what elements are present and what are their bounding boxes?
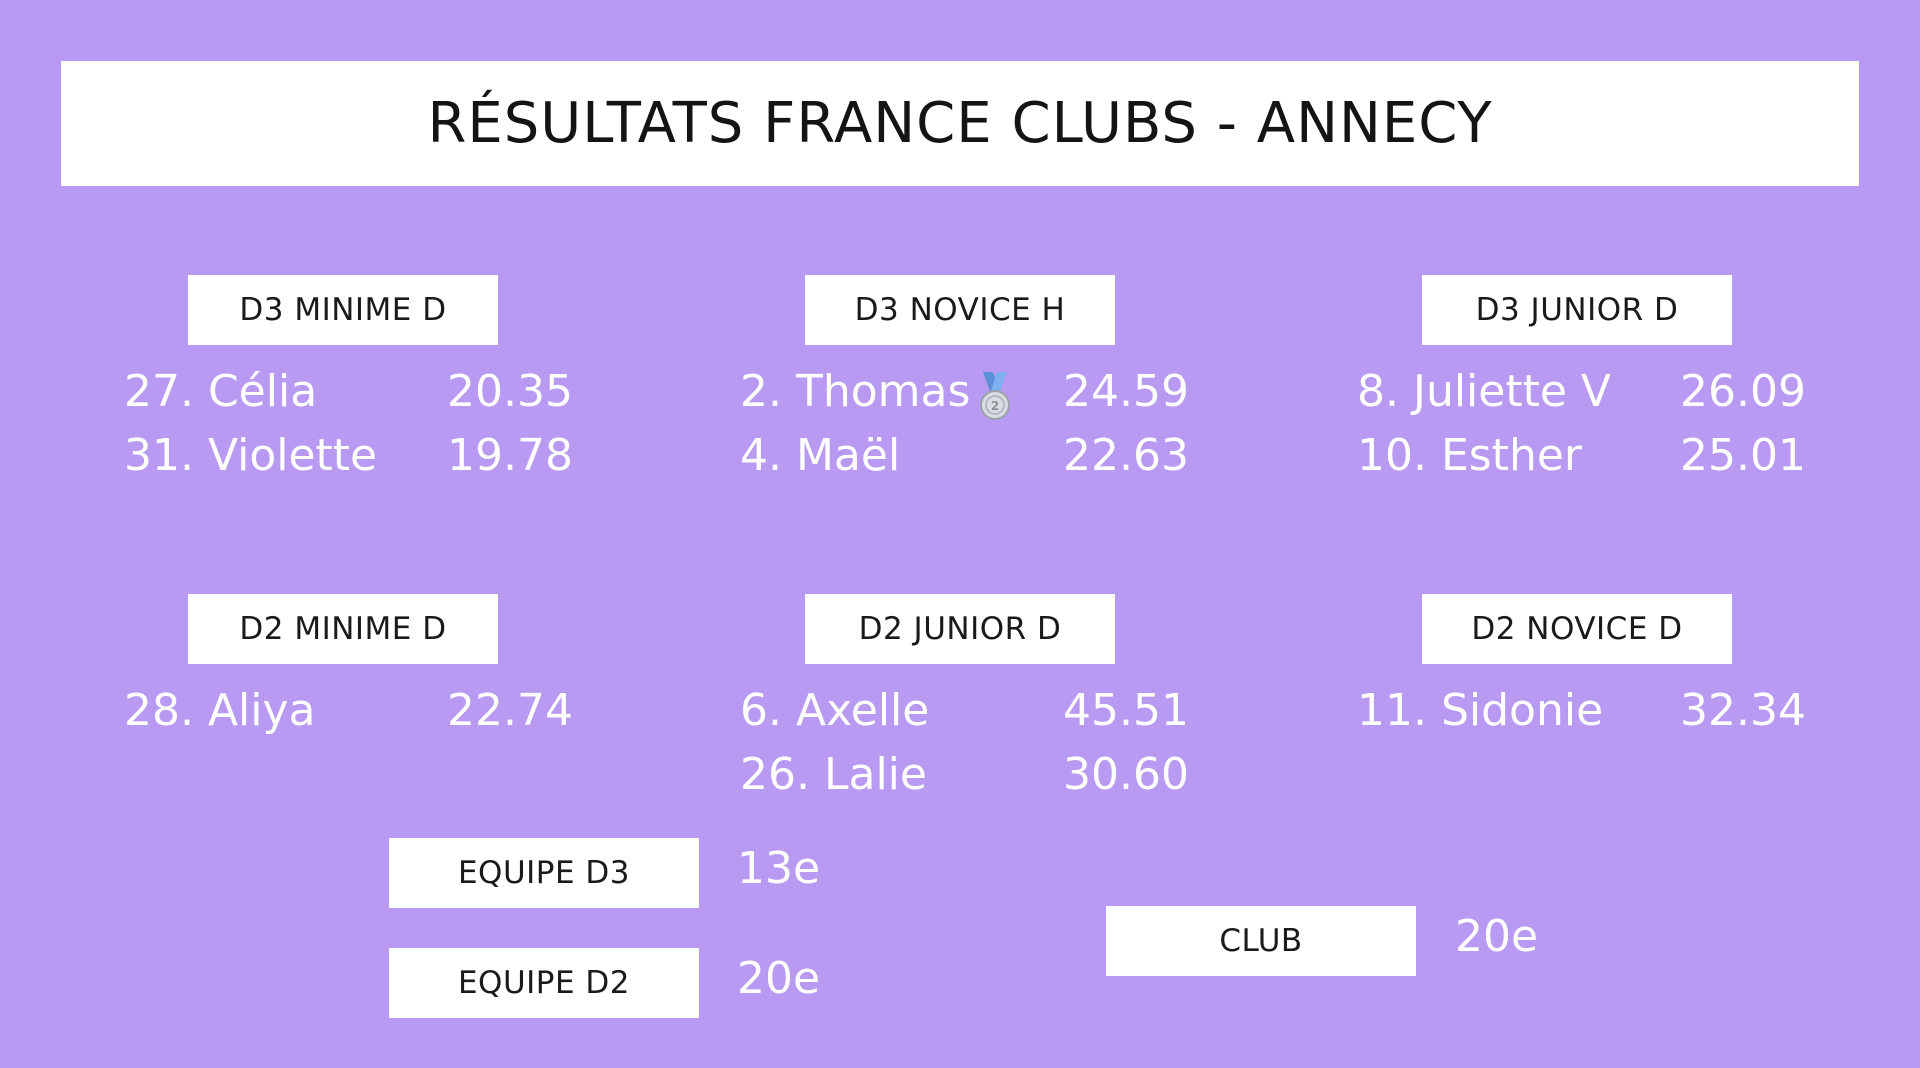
category-label-box: D2 NOVICE D bbox=[1422, 594, 1732, 664]
category-label: D2 MINIME D bbox=[239, 611, 447, 647]
category-label-box: D3 MINIME D bbox=[188, 275, 498, 345]
team-label: EQUIPE D3 bbox=[457, 855, 631, 891]
result-row: 11. Sidonie 32.34 bbox=[1357, 685, 1817, 749]
athlete-score: 26.09 bbox=[1680, 366, 1806, 417]
team-label: EQUIPE D2 bbox=[457, 965, 631, 1001]
athlete-score: 22.74 bbox=[447, 685, 573, 736]
category-label-box: D3 NOVICE H bbox=[805, 275, 1115, 345]
athlete-score: 19.78 bbox=[447, 430, 573, 481]
category-label: D3 NOVICE H bbox=[854, 292, 1066, 328]
result-row: 4. Maël 22.63 bbox=[740, 430, 1200, 494]
result-row: 31. Violette 19.78 bbox=[124, 430, 584, 494]
club-label: CLUB bbox=[1219, 923, 1303, 959]
team-label-box: EQUIPE D3 bbox=[389, 838, 699, 908]
athlete-name: 27. Célia bbox=[124, 366, 318, 417]
team-rank: 20e bbox=[737, 953, 821, 1004]
team-label-box: EQUIPE D2 bbox=[389, 948, 699, 1018]
athlete-name: 31. Violette bbox=[124, 430, 378, 481]
athlete-name: 10. Esther bbox=[1357, 430, 1582, 481]
silver-medal-icon: 2 bbox=[980, 372, 1010, 420]
team-rank: 13e bbox=[737, 843, 821, 894]
athlete-name: 26. Lalie bbox=[740, 749, 927, 800]
result-row: 6. Axelle 45.51 bbox=[740, 685, 1200, 749]
athlete-name: 6. Axelle bbox=[740, 685, 930, 736]
result-row: 2. Thomas 2 24.59 bbox=[740, 366, 1200, 430]
athlete-score: 32.34 bbox=[1680, 685, 1806, 736]
category-label-box: D3 JUNIOR D bbox=[1422, 275, 1732, 345]
result-row: 26. Lalie 30.60 bbox=[740, 749, 1200, 813]
page-title: RÉSULTATS FRANCE CLUBS - ANNECY bbox=[427, 91, 1493, 156]
club-rank: 20e bbox=[1455, 911, 1539, 962]
athlete-name: 4. Maël bbox=[740, 430, 901, 481]
category-label: D3 MINIME D bbox=[239, 292, 447, 328]
athlete-name: 11. Sidonie bbox=[1357, 685, 1604, 736]
svg-text:2: 2 bbox=[991, 399, 999, 413]
category-label: D3 JUNIOR D bbox=[1475, 292, 1679, 328]
athlete-name: 2. Thomas bbox=[740, 366, 971, 417]
athlete-score: 20.35 bbox=[447, 366, 573, 417]
athlete-score: 25.01 bbox=[1680, 430, 1806, 481]
athlete-score: 22.63 bbox=[1063, 430, 1189, 481]
athlete-score: 45.51 bbox=[1063, 685, 1189, 736]
club-label-box: CLUB bbox=[1106, 906, 1416, 976]
category-label: D2 NOVICE D bbox=[1471, 611, 1683, 647]
athlete-name: 28. Aliya bbox=[124, 685, 316, 736]
athlete-score: 24.59 bbox=[1063, 366, 1189, 417]
athlete-score: 30.60 bbox=[1063, 749, 1189, 800]
result-row: 27. Célia 20.35 bbox=[124, 366, 584, 430]
category-label-box: D2 MINIME D bbox=[188, 594, 498, 664]
result-row: 8. Juliette V 26.09 bbox=[1357, 366, 1817, 430]
category-label: D2 JUNIOR D bbox=[858, 611, 1062, 647]
result-row: 10. Esther 25.01 bbox=[1357, 430, 1817, 494]
category-label-box: D2 JUNIOR D bbox=[805, 594, 1115, 664]
result-row: 28. Aliya 22.74 bbox=[124, 685, 584, 749]
athlete-name: 8. Juliette V bbox=[1357, 366, 1612, 417]
title-banner: RÉSULTATS FRANCE CLUBS - ANNECY bbox=[61, 61, 1859, 186]
